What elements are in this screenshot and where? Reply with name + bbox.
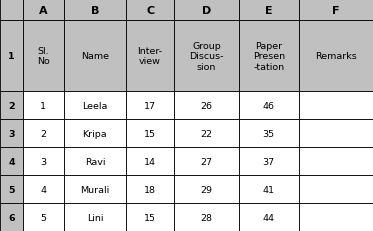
Bar [64, 0, 126, 21]
Bar [0, 0, 23, 21]
Text: Ravi: Ravi [85, 157, 105, 166]
Bar [23, 147, 64, 175]
Bar [239, 21, 299, 92]
Bar [174, 119, 239, 147]
Text: 29: 29 [200, 185, 212, 194]
Text: E: E [265, 6, 273, 16]
Bar [174, 21, 239, 92]
Bar [126, 92, 174, 119]
Text: 44: 44 [263, 213, 275, 222]
Bar [0, 119, 23, 147]
Text: 1: 1 [40, 101, 46, 110]
Bar [0, 92, 23, 119]
Text: 5: 5 [8, 185, 15, 194]
Bar [239, 119, 299, 147]
Bar [174, 175, 239, 203]
Text: 37: 37 [263, 157, 275, 166]
Bar [126, 147, 174, 175]
Bar [239, 203, 299, 231]
Bar [299, 119, 373, 147]
Text: 4: 4 [40, 185, 46, 194]
Bar [299, 0, 373, 21]
Text: Lini: Lini [87, 213, 103, 222]
Text: C: C [146, 6, 154, 16]
Text: Remarks: Remarks [315, 52, 357, 61]
Bar [174, 147, 239, 175]
Text: Group
Discus-
sion: Group Discus- sion [189, 42, 224, 71]
Bar [299, 21, 373, 92]
Bar [126, 119, 174, 147]
Bar [126, 203, 174, 231]
Text: 41: 41 [263, 185, 275, 194]
Bar [299, 147, 373, 175]
Text: Kripa: Kripa [82, 129, 107, 138]
Text: 14: 14 [144, 157, 156, 166]
Text: 2: 2 [8, 101, 15, 110]
Bar [64, 147, 126, 175]
Text: 2: 2 [40, 129, 46, 138]
Text: 35: 35 [263, 129, 275, 138]
Text: 46: 46 [263, 101, 275, 110]
Text: 6: 6 [8, 213, 15, 222]
Bar [64, 175, 126, 203]
Text: Sl.
No: Sl. No [37, 47, 50, 66]
Text: 4: 4 [8, 157, 15, 166]
Bar [174, 92, 239, 119]
Text: F: F [332, 6, 339, 16]
Text: Murali: Murali [80, 185, 110, 194]
Bar [126, 175, 174, 203]
Text: 15: 15 [144, 213, 156, 222]
Text: Leela: Leela [82, 101, 108, 110]
Text: 18: 18 [144, 185, 156, 194]
Bar [239, 0, 299, 21]
Bar [239, 92, 299, 119]
Text: B: B [91, 6, 99, 16]
Bar [239, 175, 299, 203]
Bar [23, 0, 64, 21]
Text: Name: Name [81, 52, 109, 61]
Bar [299, 203, 373, 231]
Text: 1: 1 [8, 52, 15, 61]
Bar [64, 119, 126, 147]
Bar [64, 92, 126, 119]
Text: 22: 22 [200, 129, 212, 138]
Text: 3: 3 [8, 129, 15, 138]
Bar [0, 203, 23, 231]
Text: A: A [39, 6, 48, 16]
Bar [23, 119, 64, 147]
Bar [23, 203, 64, 231]
Text: 3: 3 [40, 157, 47, 166]
Bar [239, 147, 299, 175]
Bar [0, 175, 23, 203]
Bar [64, 21, 126, 92]
Bar [126, 21, 174, 92]
Text: 26: 26 [200, 101, 212, 110]
Text: D: D [202, 6, 211, 16]
Bar [299, 92, 373, 119]
Bar [174, 203, 239, 231]
Text: 28: 28 [200, 213, 212, 222]
Text: 15: 15 [144, 129, 156, 138]
Text: Paper
Presen
-tation: Paper Presen -tation [253, 42, 285, 71]
Text: 27: 27 [200, 157, 212, 166]
Bar [299, 175, 373, 203]
Text: 5: 5 [40, 213, 46, 222]
Bar [126, 0, 174, 21]
Bar [174, 0, 239, 21]
Bar [23, 92, 64, 119]
Bar [64, 203, 126, 231]
Bar [23, 21, 64, 92]
Bar [0, 147, 23, 175]
Text: Inter-
view: Inter- view [138, 47, 163, 66]
Bar [0, 21, 23, 92]
Text: 17: 17 [144, 101, 156, 110]
Bar [23, 175, 64, 203]
